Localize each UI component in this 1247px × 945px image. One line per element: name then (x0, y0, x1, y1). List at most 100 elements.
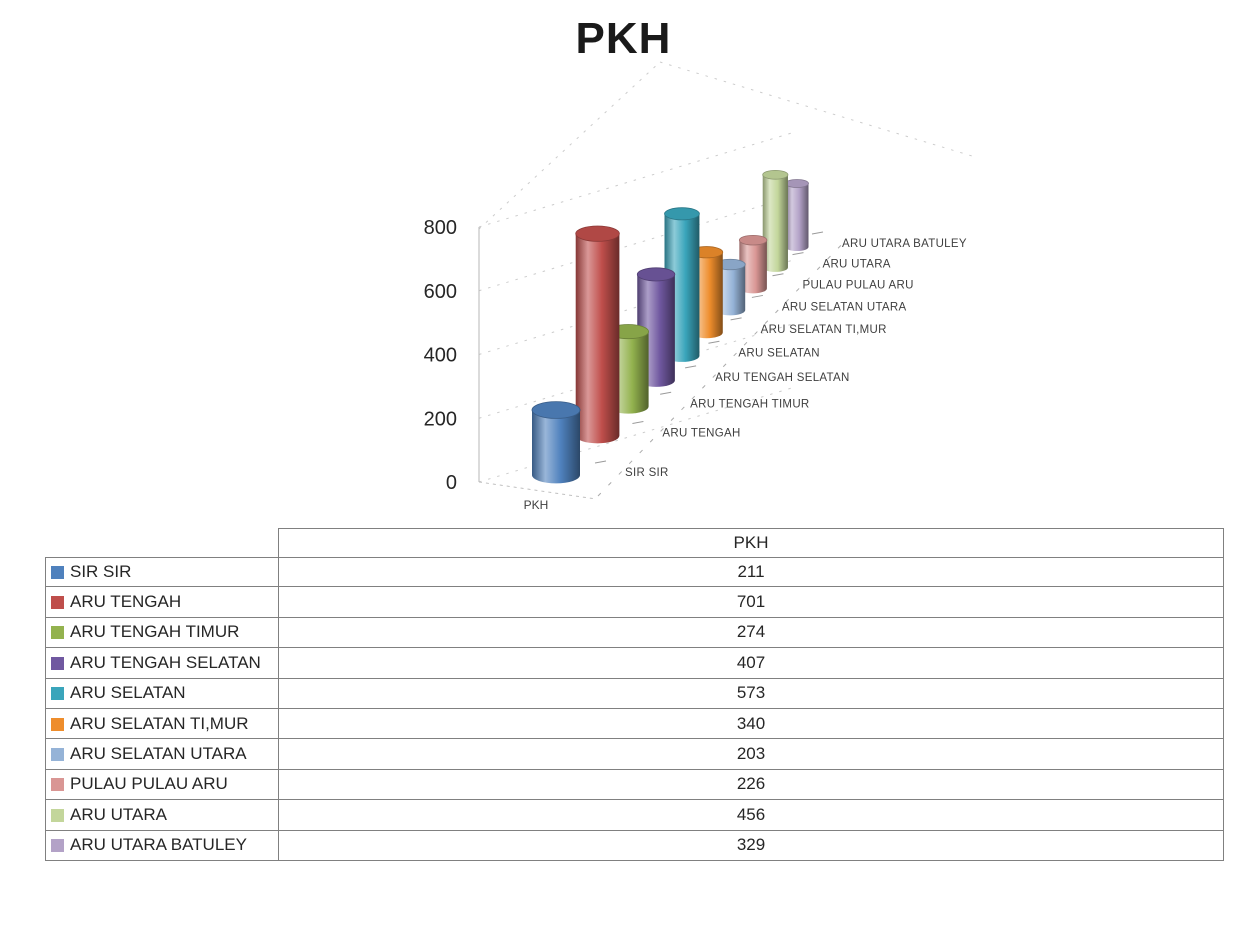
row-label: SIR SIR (70, 562, 132, 582)
box-top-right-edge (659, 61, 973, 157)
cylinder-body (575, 233, 620, 444)
table-row-aru-tengah-timur: ARU TENGAH TIMUR 274 (45, 617, 1224, 649)
legend-swatch-aru-tengah-timur (51, 626, 64, 640)
series-tick-aru-tengah-timur (660, 391, 672, 395)
series-tick-pulau-pulau-aru (772, 273, 784, 277)
cylinder-top (664, 207, 700, 221)
row-value: 226 (278, 769, 1224, 800)
series-label-sir-sir: SIR SIR (625, 467, 669, 479)
cylinder-top (738, 234, 768, 246)
series-label-aru-selatan-utara: ARU SELATAN UTARA (782, 301, 907, 313)
cylinder-aru-utara (762, 169, 789, 272)
row-label: ARU UTARA (70, 804, 167, 824)
series-label-aru-tengah-selatan: ARU TENGAH SELATAN (715, 372, 849, 384)
y-tick-label-0: 0 (446, 472, 457, 494)
table-label-cell: ARU SELATAN (45, 678, 278, 708)
row-value: 329 (278, 830, 1224, 860)
row-value: 340 (278, 708, 1224, 739)
table-label-cell: ARU TENGAH SELATAN (45, 648, 278, 678)
table-row-aru-selatan-utara: ARU SELATAN UTARA 203 (45, 739, 1224, 770)
floor-front-edge (478, 481, 597, 500)
row-label: ARU TENGAH (70, 592, 182, 612)
table-label-cell: ARU UTARA BATULEY (45, 830, 278, 860)
cylinder-body (785, 183, 809, 252)
legend-swatch-aru-tengah-selatan (51, 656, 64, 670)
row-label: ARU SELATAN UTARA (70, 744, 247, 764)
legend-swatch-aru-selatan-utara (51, 748, 64, 762)
legend-swatch-aru-selatan-ti-mur (51, 717, 64, 731)
chart-canvas: 0 200 400 600 800 PKH SIR SIR ARU TENGAH ARU TEN… (424, 61, 973, 512)
series-label-pulau-pulau-aru: PULAU PULAU ARU (802, 280, 913, 292)
table-row-aru-selatan-ti-mur: ARU SELATAN TI,MUR 340 (45, 708, 1224, 740)
cylinder-top (531, 401, 581, 419)
table-label-cell: ARU UTARA (45, 800, 278, 830)
table-row-sir-sir: SIR SIR 211 (45, 557, 1224, 588)
series-label-aru-selatan-ti-mur: ARU SELATAN TI,MUR (761, 324, 887, 336)
table-row-aru-utara-batuley: ARU UTARA BATULEY 329 (45, 830, 1224, 861)
legend-swatch-aru-tengah (51, 596, 64, 610)
row-label: PULAU PULAU ARU (70, 774, 228, 794)
table-header-row: PKH (45, 528, 1224, 557)
row-value: 701 (278, 587, 1224, 617)
cylinder-aru-tengah (575, 225, 620, 444)
cylinder-body (739, 240, 767, 294)
y-tick-label-400: 400 (424, 345, 457, 367)
row-label: ARU SELATAN (70, 683, 186, 703)
series-tick-aru-selatan-ti-mur (730, 317, 742, 321)
legend-swatch-pulau-pulau-aru (51, 778, 64, 792)
table-label-cell: SIR SIR (45, 558, 278, 587)
table-label-cell: ARU SELATAN UTARA (45, 739, 278, 769)
row-value: 573 (278, 678, 1224, 708)
table-label-cell: PULAU PULAU ARU (45, 769, 278, 800)
series-label-aru-utara-batuley: ARU UTARA BATULEY (842, 238, 967, 250)
legend-swatch-aru-utara-batuley (51, 839, 64, 853)
cylinder-top (762, 169, 789, 180)
table-label-cell: ARU SELATAN TI,MUR (45, 708, 278, 739)
table-row-aru-tengah: ARU TENGAH 701 (45, 587, 1224, 618)
table-row-pulau-pulau-aru: PULAU PULAU ARU 226 (45, 769, 1224, 801)
series-label-aru-selatan: ARU SELATAN (738, 347, 819, 359)
y-tick-label-800: 800 (424, 217, 457, 239)
series-tick-sir-sir (594, 460, 607, 464)
table-header-legend-cell (45, 528, 278, 557)
row-value: 407 (278, 648, 1224, 678)
x-axis-label: PKH (524, 498, 549, 512)
table-row-aru-utara: ARU UTARA 456 (45, 800, 1224, 831)
cylinder-body (762, 174, 788, 272)
series-tick-aru-utara-batuley (811, 231, 824, 235)
chart-title: PKH (575, 14, 672, 63)
y-tick-label-200: 200 (424, 408, 457, 430)
cylinder-sir-sir (531, 401, 581, 484)
series-tick-aru-tengah-selatan (685, 365, 697, 369)
row-value: 211 (278, 558, 1224, 587)
table-label-cell: ARU TENGAH TIMUR (45, 617, 278, 648)
series-tick-aru-tengah (632, 421, 644, 425)
table-row-aru-tengah-selatan: ARU TENGAH SELATAN 407 (45, 648, 1224, 679)
cylinder-aru-utara-batuley (785, 179, 809, 252)
y-tick-label-600: 600 (424, 281, 457, 303)
wall-gridline-800 (478, 131, 796, 228)
row-label: ARU TENGAH SELATAN (70, 652, 261, 672)
cylinder-body (532, 410, 580, 484)
cylinder-top (636, 267, 676, 282)
legend-swatch-aru-utara (51, 808, 64, 822)
table-label-cell: ARU TENGAH (45, 587, 278, 617)
series-tick-aru-utara (792, 252, 804, 256)
row-value: 274 (278, 617, 1224, 648)
row-value: 456 (278, 800, 1224, 830)
cylinder-pulau-pulau-aru (738, 234, 768, 294)
box-top-left-edge (478, 61, 661, 230)
legend-swatch-aru-selatan (51, 687, 64, 701)
cylinder-top (575, 225, 620, 242)
row-label: ARU UTARA BATULEY (70, 835, 247, 855)
series-tick-aru-selatan-utara (751, 294, 763, 298)
data-table: PKH SIR SIR 211 ARU TENGAH 701 ARU TENGAH TI… (45, 528, 1224, 861)
row-value: 203 (278, 739, 1224, 769)
row-label: ARU TENGAH TIMUR (70, 622, 240, 642)
row-label: ARU SELATAN TI,MUR (70, 713, 249, 733)
series-tick-aru-selatan (708, 340, 720, 344)
table-header-value-cell: PKH (278, 528, 1224, 557)
cylinder-top (785, 179, 809, 188)
series-label-aru-tengah-timur: ARU TENGAH TIMUR (690, 398, 809, 410)
